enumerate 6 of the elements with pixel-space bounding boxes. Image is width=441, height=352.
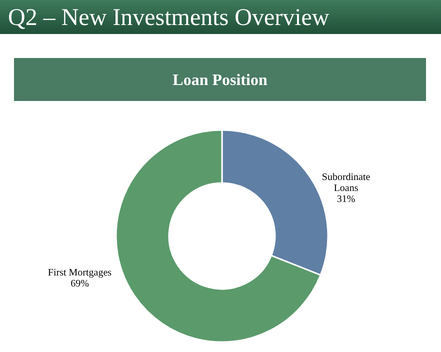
chart-subtitle: Loan Position	[172, 72, 268, 89]
chart-title: Q2 – New Investments Overview	[8, 5, 330, 31]
data-label: 31%	[336, 194, 356, 206]
slice-label: Subordinate Loans	[322, 172, 371, 194]
slice-label: First Mortgages	[48, 267, 112, 278]
data-label: 69%	[70, 278, 89, 290]
